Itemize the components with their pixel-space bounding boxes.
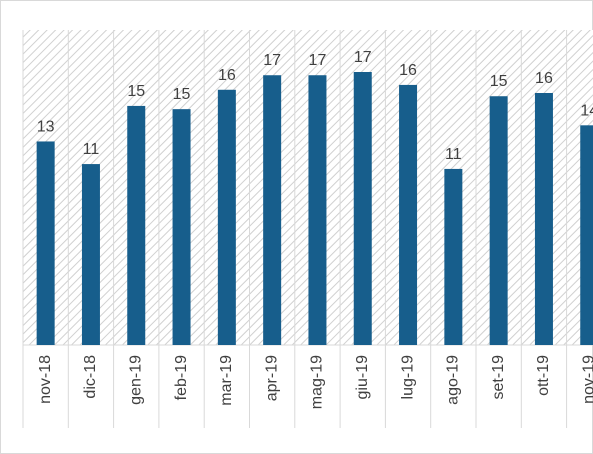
x-tick-label: mag-19 — [309, 355, 326, 409]
x-tick-label: nov-18 — [37, 355, 54, 404]
x-tick-label: giu-19 — [354, 355, 371, 400]
bar — [534, 93, 553, 345]
bar — [444, 168, 463, 345]
x-tick-label: nov-19 — [580, 355, 593, 404]
data-label: 15 — [490, 73, 508, 90]
x-tick-label: ago-19 — [445, 355, 462, 405]
x-tick-label: mar-19 — [218, 355, 235, 406]
data-label: 11 — [445, 146, 462, 163]
data-label: 16 — [399, 62, 417, 79]
x-tick-label: ott-19 — [535, 355, 552, 396]
x-tick-label: lug-19 — [399, 355, 416, 400]
bar — [36, 141, 55, 345]
x-tick-label: feb-19 — [173, 355, 190, 400]
data-label: 15 — [173, 86, 191, 103]
bar — [353, 72, 372, 345]
bar — [489, 96, 508, 345]
bar — [580, 125, 593, 345]
bar — [217, 89, 236, 346]
data-label: 16 — [535, 70, 553, 87]
data-label: 15 — [127, 83, 145, 100]
x-tick-label: dic-18 — [82, 355, 99, 399]
bar — [127, 105, 146, 345]
bar — [172, 109, 191, 346]
data-label: 13 — [37, 118, 55, 135]
data-label: 17 — [354, 49, 372, 66]
bar — [399, 84, 418, 345]
x-tick-label: set-19 — [490, 355, 507, 400]
bar — [308, 75, 327, 345]
data-label: 11 — [83, 141, 100, 158]
data-label: 14 — [580, 102, 593, 119]
x-tick-label: gen-19 — [127, 355, 144, 405]
data-label: 17 — [263, 52, 281, 69]
data-label: 16 — [218, 67, 236, 84]
bar — [81, 164, 100, 345]
bar — [263, 75, 282, 345]
data-label: 17 — [309, 52, 327, 69]
x-tick-label: apr-19 — [263, 355, 280, 401]
